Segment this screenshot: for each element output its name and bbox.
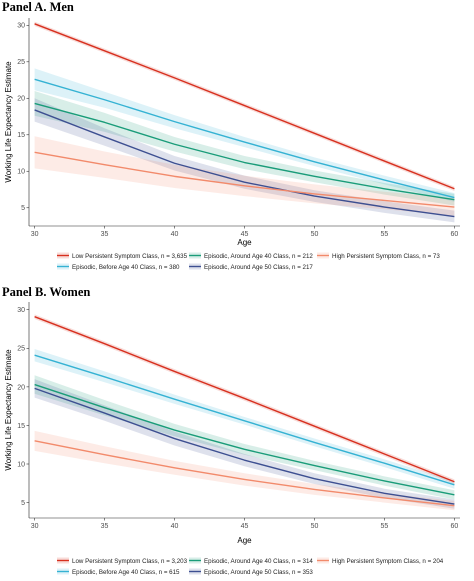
x-tick-label: 50: [311, 523, 319, 530]
legend-entry: Low Persistent Symptom Class, n = 3,203: [57, 557, 188, 565]
legend-label: Episodic, Around Age 50 Class, n = 217: [204, 264, 313, 271]
x-tick-label: 60: [451, 231, 459, 238]
legend-label: Low Persistent Symptom Class, n = 3,635: [72, 253, 188, 260]
y-axis-title: Working Life Expectancy Estimate: [4, 349, 13, 471]
series-4-confidence-band: [34, 379, 455, 509]
y-tick-label: 5: [21, 205, 25, 212]
series-4-confidence-band: [34, 98, 455, 223]
panel-a-title: Panel A. Men: [2, 0, 74, 14]
y-tick-label: 30: [17, 23, 25, 30]
panel-a-chart: 30 35 40 45 50 55 60 5 10 15 20 25 30 Age Working Life…: [4, 18, 460, 271]
x-tick-label: 50: [311, 231, 319, 238]
legend-entry: Episodic, Before Age 40 Class, n = 615: [57, 568, 180, 576]
x-tick-label: 30: [31, 523, 39, 530]
series-1-line: [34, 316, 455, 483]
legend-entry: Episodic, Around Age 40 Class, n = 314: [189, 557, 313, 565]
series-2-line: [34, 78, 455, 199]
series-5-line: [34, 151, 455, 208]
y-tick-label: 10: [17, 169, 25, 176]
x-tick-label: 40: [171, 231, 179, 238]
series-5-confidence-band: [34, 136, 455, 216]
legend-label: Episodic, Around Age 40 Class, n = 314: [204, 558, 313, 565]
legend-entry: Episodic, Before Age 40 Class, n = 380: [57, 263, 180, 271]
legend-label: High Persistent Symptom Class, n = 204: [332, 558, 444, 565]
series-3-line: [34, 102, 455, 201]
legend-entry: Low Persistent Symptom Class, n = 3,635: [57, 252, 188, 260]
series-1-confidence-band: [34, 314, 455, 485]
x-tick-label: 55: [381, 523, 389, 530]
x-tick-label: 45: [241, 231, 249, 238]
legend-label: Episodic, Before Age 40 Class, n = 380: [72, 264, 180, 271]
series-3-line: [34, 383, 455, 496]
legend-entry: High Persistent Symptom Class, n = 73: [317, 252, 440, 260]
panel-b-chart: 30 35 40 45 50 55 60 5 10 15 20 25 30 Age Working Life…: [4, 302, 460, 576]
y-tick-label: 20: [17, 384, 25, 391]
legend-entry: Episodic, Around Age 50 Class, n = 353: [189, 568, 313, 576]
x-tick-label: 55: [381, 231, 389, 238]
series-3-confidence-band: [34, 90, 455, 206]
x-tick-label: 40: [171, 523, 179, 530]
series-2-confidence-band: [34, 68, 455, 202]
y-tick-label: 15: [17, 423, 25, 430]
x-tick-label: 60: [451, 523, 459, 530]
series-2-line: [34, 354, 455, 486]
x-axis-title: Age: [237, 238, 252, 247]
y-tick-label: 15: [17, 132, 25, 139]
series-1-line: [34, 23, 455, 190]
legend-label: Episodic, Around Age 40 Class, n = 212: [204, 253, 313, 260]
legend-label: High Persistent Symptom Class, n = 73: [332, 253, 440, 260]
legend-entry: Episodic, Around Age 50 Class, n = 217: [189, 263, 313, 271]
x-tick-label: 35: [101, 231, 109, 238]
series-5-line: [34, 440, 455, 507]
legend-label: Episodic, Around Age 50 Class, n = 353: [204, 569, 313, 576]
panel-b-title: Panel B. Women: [2, 285, 91, 299]
legend-label: Episodic, Before Age 40 Class, n = 615: [72, 569, 180, 576]
legend-entry: High Persistent Symptom Class, n = 204: [317, 557, 444, 565]
y-tick-label: 5: [21, 500, 25, 507]
legend-entry: Episodic, Around Age 40 Class, n = 212: [189, 252, 313, 260]
y-axis-title: Working Life Expectancy Estimate: [4, 61, 13, 183]
x-tick-label: 45: [241, 523, 249, 530]
y-tick-label: 10: [17, 461, 25, 468]
y-tick-label: 20: [17, 96, 25, 103]
legend-label: Low Persistent Symptom Class, n = 3,203: [72, 558, 188, 565]
series-5-confidence-band: [34, 430, 455, 511]
x-tick-label: 35: [101, 523, 109, 530]
series-4-line: [34, 109, 455, 218]
x-axis-title: Age: [237, 536, 252, 545]
series-4-line: [34, 387, 455, 505]
x-tick-label: 30: [31, 231, 39, 238]
y-tick-label: 25: [17, 59, 25, 66]
y-tick-label: 30: [17, 307, 25, 314]
series-2-confidence-band: [34, 349, 455, 489]
y-tick-label: 25: [17, 346, 25, 353]
